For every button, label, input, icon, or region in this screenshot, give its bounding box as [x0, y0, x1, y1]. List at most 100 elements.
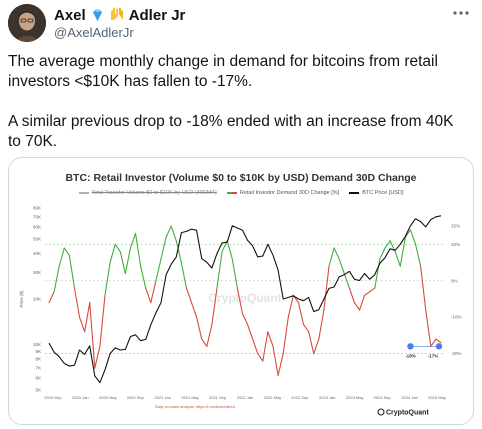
demand-change-segment: [89, 302, 96, 369]
display-name-suffix[interactable]: Adler Jr: [128, 6, 186, 24]
legend-swatch: [349, 192, 360, 194]
left-tick-label: 5K: [35, 388, 41, 393]
demand-change-segment: [196, 316, 203, 340]
legend-swatch: [78, 192, 89, 194]
demand-change-segment: [53, 265, 60, 293]
right-tick-label: -10%: [451, 315, 462, 320]
left-tick-label: 6K: [35, 376, 41, 381]
demand-change-segment: [409, 229, 417, 245]
x-tick-label: 2020 Sep: [127, 395, 145, 400]
legend-item: Total Transfer Volume $0 to $10K by USD …: [78, 190, 217, 196]
demand-change-segment: [302, 323, 310, 333]
demand-change-segment: [63, 247, 70, 256]
raised-hands-icon: [109, 6, 125, 24]
demand-change-segment: [236, 287, 244, 315]
demand-change-segment: [129, 232, 137, 249]
demand-change-segment: [246, 323, 254, 340]
x-tick-label: 2021 Jan: [154, 395, 170, 400]
left-tick-label: 7K: [35, 365, 41, 370]
demand-change-segment: [358, 294, 366, 311]
chart-plot: 80K 70K 60K 50K 40K 30K 20K 10K 9K 8K 7K 6K 5K Price …: [19, 206, 462, 417]
demand-change-segment: [150, 280, 157, 304]
demand-change-segment: [175, 240, 182, 264]
demand-change-segment: [297, 302, 305, 326]
demand-change-segment: [399, 236, 406, 267]
demand-change-segment: [287, 294, 294, 318]
legend-label: BTC Price [USD]: [362, 190, 404, 196]
display-name[interactable]: Axel: [54, 6, 86, 24]
demand-change-segment: [84, 302, 91, 333]
demand-change-segment: [185, 287, 193, 304]
x-tick-label: 2020 Jan: [72, 395, 88, 400]
legend-item: Retail Investor Demand 30D Change [%]: [226, 190, 340, 196]
right-tick-label: 10%: [451, 242, 460, 247]
demand-change-segment: [241, 313, 249, 326]
author-handle[interactable]: @AxelAdlerJr: [54, 25, 134, 40]
demand-change-segment: [282, 316, 289, 355]
x-tick-label: 2022 Sep: [291, 395, 309, 400]
demand-change-segment: [328, 247, 335, 267]
demand-change-segment: [338, 258, 345, 275]
more-options-button[interactable]: [450, 4, 472, 22]
x-tick-label: 2022 Jan: [237, 395, 253, 400]
avatar[interactable]: [8, 4, 46, 42]
demand-change-segment: [134, 232, 142, 267]
right-tick-label: 15%: [451, 224, 460, 229]
chart-image-card[interactable]: BTC: Retail Investor (Volume $0 to $10K …: [8, 157, 474, 425]
annotation-label: -17%: [428, 353, 439, 358]
demand-change-segment: [165, 225, 172, 238]
left-tick-label: 80K: [33, 206, 41, 211]
demand-change-segment: [343, 272, 350, 289]
left-axis-label: Price ($): [19, 290, 24, 308]
legend-item: BTC Price [USD]: [349, 190, 403, 196]
demand-change-segment: [262, 331, 269, 362]
demand-change-segment: [430, 338, 437, 347]
demand-change-segment: [404, 229, 412, 238]
diamond-hands-badge-icon: [90, 8, 105, 23]
x-tick-label: 2023 Jan: [319, 395, 335, 400]
brand-name: CryptoQuant: [386, 410, 429, 417]
x-tick-label: 2024 May: [428, 395, 446, 400]
demand-change-segment: [369, 287, 376, 293]
demand-change-segment: [140, 265, 147, 289]
demand-change-segment: [384, 240, 391, 249]
x-tick-label: 2022 May: [264, 395, 282, 400]
demand-change-segment: [348, 287, 356, 304]
left-tick-label: 30K: [33, 270, 41, 275]
demand-change-segment: [308, 331, 315, 355]
demand-change-segment: [211, 287, 218, 326]
x-tick-label: 2021 Sep: [209, 395, 227, 400]
demand-change-segment: [99, 294, 106, 347]
demand-change-segment: [313, 338, 320, 355]
demand-change-segment: [323, 265, 330, 311]
left-tick-label: 9K: [35, 349, 41, 354]
chart-legend: Total Transfer Volume $0 to $10K by USD …: [9, 190, 473, 196]
demand-change-segment: [226, 240, 233, 260]
source-note: Daily on-chain analysis: https://t.me/Ax…: [155, 405, 236, 409]
legend-label: Retail Investor Demand 30D Change [%]: [239, 190, 340, 196]
right-tick-label: 0%: [451, 278, 458, 283]
annotation-marker: [407, 343, 414, 350]
annotation-marker: [435, 343, 443, 350]
tweet-header: Axel Adler Jr @AxelAdlerJr: [8, 4, 474, 44]
demand-change-segment: [420, 265, 427, 311]
demand-change-segment: [124, 247, 132, 275]
demand-change-segment: [180, 262, 188, 289]
legend-label: Total Transfer Volume $0 to $10K by USD …: [91, 190, 217, 196]
demand-change-segment: [277, 353, 284, 376]
demand-change-segment: [58, 247, 65, 267]
hands-icon: [110, 7, 123, 20]
more-icon: [453, 11, 469, 15]
demand-change-segment: [252, 338, 259, 355]
demand-change-segment: [206, 323, 213, 347]
right-tick-label: -20%: [451, 351, 462, 356]
demand-change-segment: [201, 338, 208, 347]
demand-change-segment: [190, 302, 198, 318]
x-tick-label: 2023 Sep: [374, 395, 392, 400]
demand-change-segment: [414, 243, 422, 267]
diamond-icon: [92, 8, 102, 21]
tweet-paragraph: A similar previous drop to -18% ended wi…: [8, 113, 454, 150]
demand-change-segment: [94, 345, 101, 369]
demand-change-segment: [48, 291, 55, 304]
demand-change-segment: [160, 236, 167, 260]
